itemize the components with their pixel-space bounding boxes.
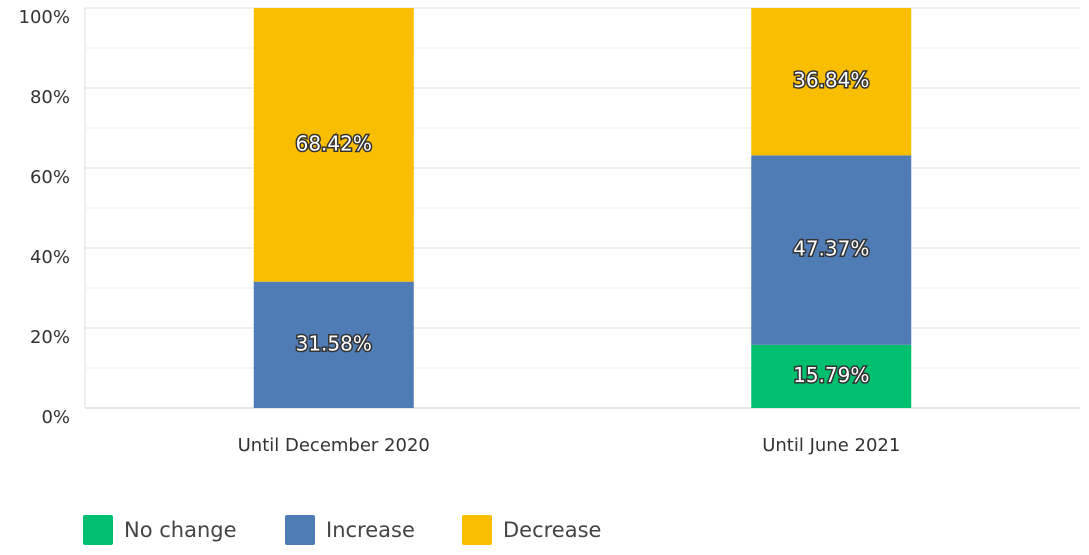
x-tick-label: Until June 2021 (762, 435, 900, 456)
bar-segment (751, 344, 912, 408)
value-label: 15.79% (793, 363, 869, 387)
bar-segment (253, 8, 414, 282)
y-tick-label: 20% (30, 327, 70, 348)
value-label: 31.58% (296, 331, 372, 355)
legend-swatch (83, 515, 113, 545)
y-tick-label: 0% (41, 407, 70, 428)
y-tick-label: 80% (30, 87, 70, 108)
legend-label: Decrease (503, 518, 601, 542)
bar-segment (751, 8, 912, 156)
value-label: 68.42% (296, 131, 372, 155)
y-tick-label: 60% (30, 167, 70, 188)
x-tick-label: Until December 2020 (238, 435, 430, 456)
y-tick-label: 100% (19, 7, 70, 28)
legend-swatch (462, 515, 492, 545)
value-label: 47.37% (793, 237, 869, 261)
bar-segment (253, 281, 414, 408)
legend-label: No change (124, 518, 237, 542)
y-tick-label: 40% (30, 247, 70, 268)
bar-segment (751, 155, 912, 345)
value-label: 36.84% (793, 68, 869, 92)
legend-label: Increase (326, 518, 415, 542)
legend-swatch (285, 515, 315, 545)
